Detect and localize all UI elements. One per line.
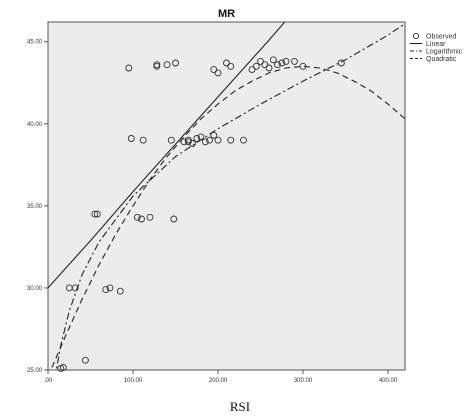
observed-point — [71, 284, 79, 292]
observed-point — [139, 136, 147, 144]
observed-point — [163, 61, 171, 69]
y-tick-label: 40.00 — [27, 122, 43, 128]
observed-point — [146, 213, 154, 221]
legend-marker-observed — [412, 32, 420, 40]
x-tick-label: 100.00 — [124, 378, 143, 384]
observed-point — [167, 136, 175, 144]
observed-point — [93, 210, 101, 218]
observed-point — [125, 64, 133, 72]
observed-point — [227, 62, 235, 70]
observed-point — [240, 136, 247, 144]
legend-label: Observed — [426, 33, 456, 40]
observed-point — [291, 57, 298, 65]
observed-points — [57, 56, 345, 372]
observed-point — [184, 136, 192, 144]
observed-point — [227, 136, 235, 144]
observed-point — [170, 215, 178, 223]
fit-lines — [48, 22, 405, 370]
legend-label: Logarithmic — [426, 48, 463, 55]
observed-point — [214, 69, 222, 77]
observed-point — [180, 138, 188, 146]
observed-point — [261, 61, 269, 69]
observed-point — [116, 287, 124, 295]
x-axis: .00 100.00 200.00 300.00 400.00 — [44, 370, 398, 384]
y-tick-label: 30.00 — [27, 286, 43, 292]
legend-label: Linear — [426, 41, 446, 48]
observed-point — [91, 210, 99, 218]
observed-point — [210, 131, 218, 139]
fit-line-linear — [48, 22, 286, 289]
observed-point — [81, 356, 89, 364]
y-tick-label: 45.00 — [27, 40, 43, 46]
observed-point — [102, 286, 110, 294]
observed-point — [138, 215, 145, 223]
observed-point — [189, 140, 196, 147]
observed-point — [172, 59, 179, 67]
x-tick-label: 300.00 — [294, 378, 313, 384]
observed-point — [133, 213, 141, 221]
observed-point — [197, 133, 205, 141]
observed-point — [278, 59, 286, 67]
observed-point — [269, 56, 277, 64]
x-tick-label: .00 — [44, 378, 53, 384]
observed-point — [274, 61, 281, 69]
observed-point — [201, 138, 209, 146]
observed-point — [252, 62, 260, 70]
observed-point — [223, 59, 230, 67]
y-axis: 25.00 30.00 35.00 40.00 45.00 — [27, 40, 48, 374]
observed-point — [193, 135, 201, 142]
plot-area — [47, 21, 406, 371]
observed-point — [127, 135, 135, 142]
x-tick-label: 400.00 — [379, 378, 398, 384]
fit-line-logarithmic — [55, 23, 405, 370]
observed-point — [206, 136, 213, 144]
observed-point — [214, 136, 222, 144]
observed-point — [248, 66, 256, 74]
observed-point — [257, 57, 264, 65]
legend-label: Quadratic — [426, 56, 457, 63]
x-axis-label: RSI — [230, 399, 250, 414]
fit-line-quadratic — [50, 65, 405, 370]
observed-point — [299, 62, 307, 70]
observed-point — [59, 364, 67, 371]
y-tick-label: 35.00 — [27, 204, 43, 210]
chart-title: MR — [218, 8, 235, 20]
observed-point — [106, 284, 114, 292]
observed-point — [337, 59, 345, 67]
observed-point — [265, 64, 273, 72]
observed-point — [210, 66, 218, 74]
x-tick-label: 200.00 — [209, 378, 228, 384]
observed-point — [153, 61, 161, 69]
y-tick-label: 25.00 — [27, 368, 43, 374]
observed-point — [282, 57, 290, 65]
